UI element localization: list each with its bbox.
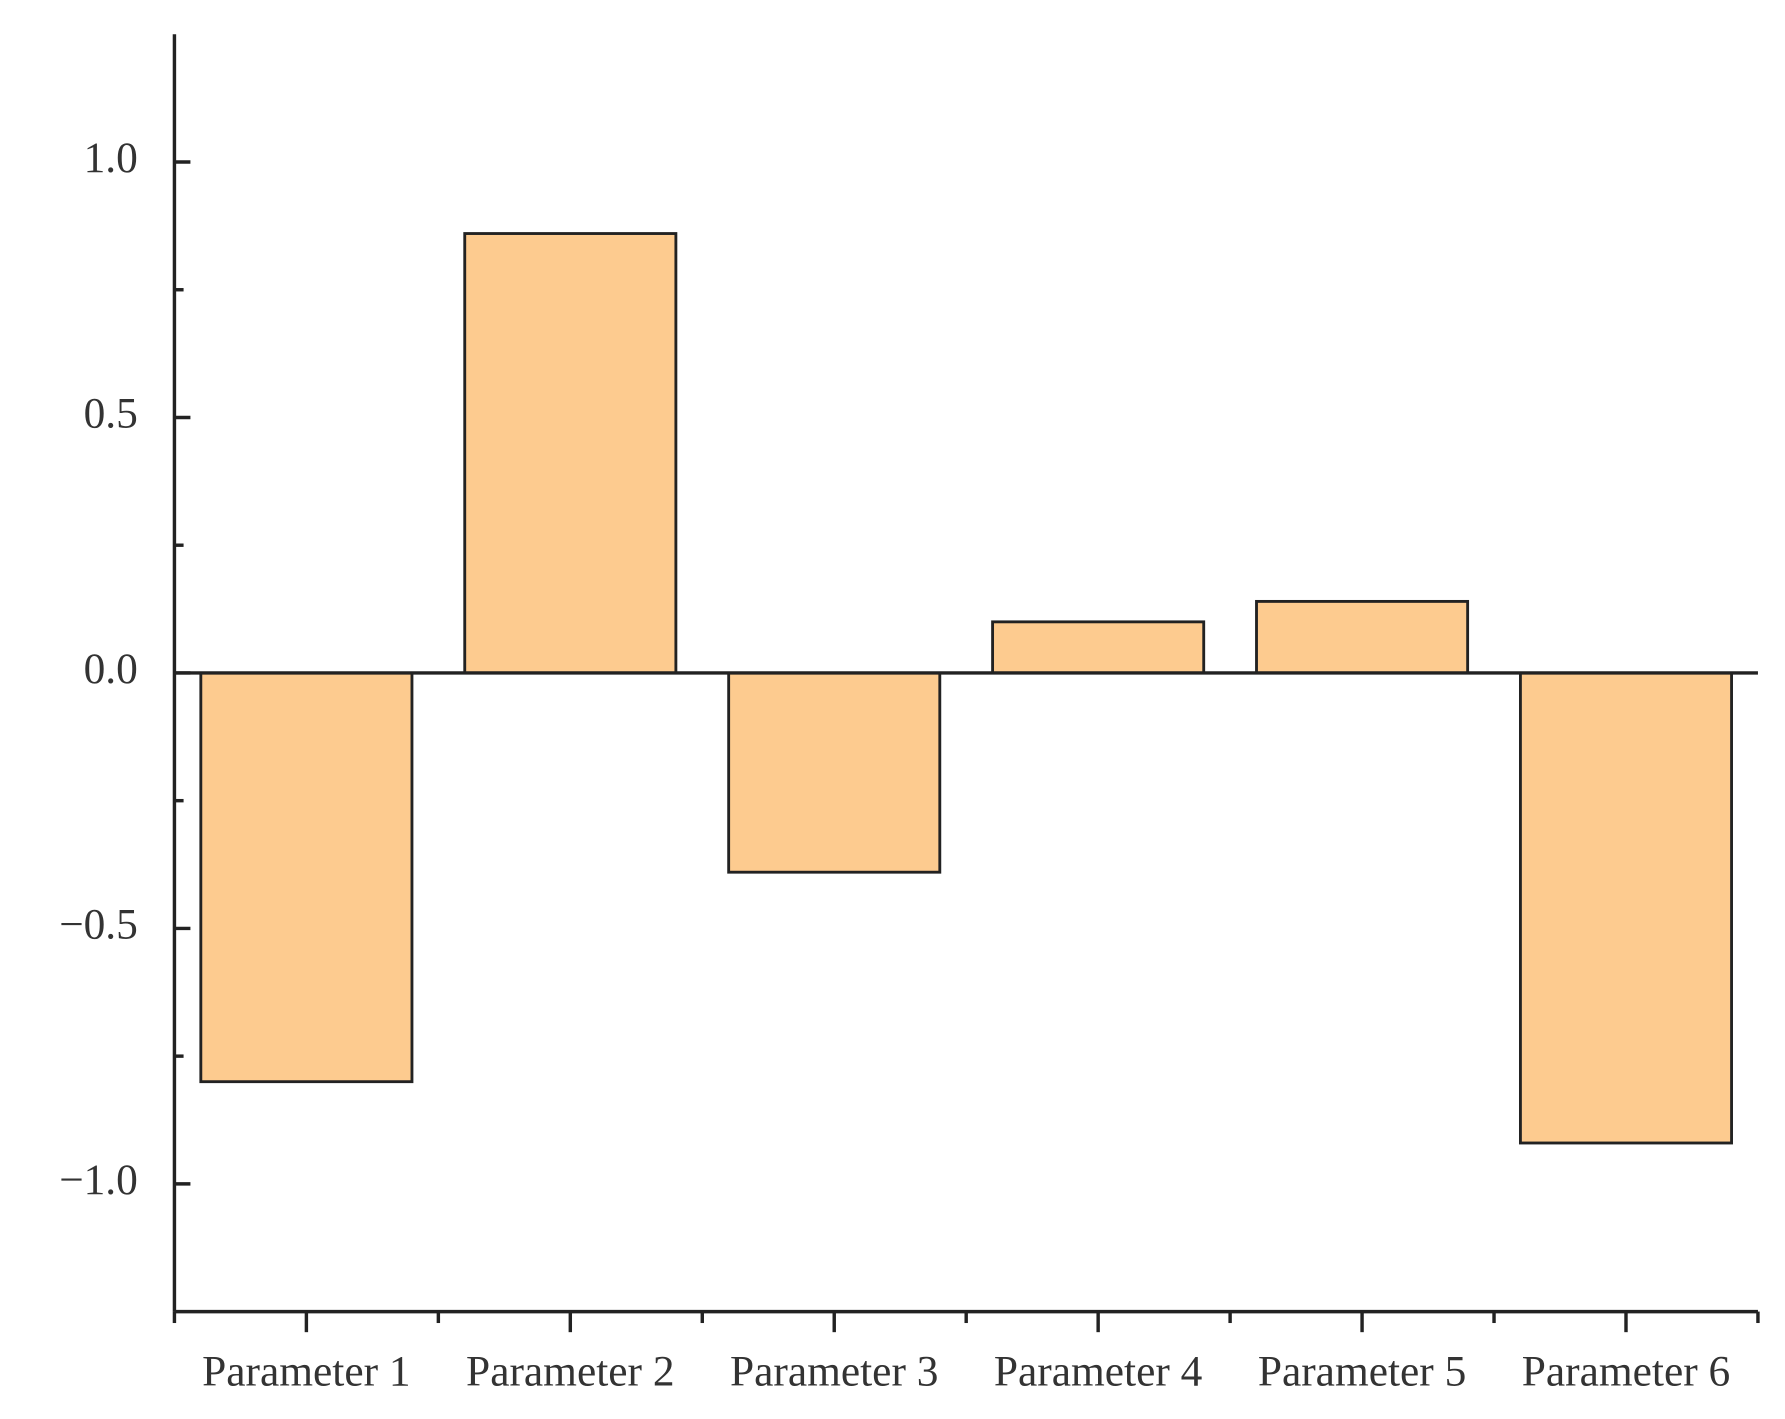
- bar: [991, 620, 1206, 675]
- y-tick-label: −1.0: [59, 1156, 138, 1204]
- x-tick-label: Parameter 2: [466, 1348, 675, 1396]
- bar: [1255, 599, 1470, 675]
- x-tick-label: Parameter 5: [1258, 1348, 1467, 1396]
- y-tick-label: 1.0: [84, 134, 138, 182]
- x-tick-label: Parameter 3: [730, 1348, 939, 1396]
- y-tick-label: −0.5: [59, 900, 138, 948]
- x-tick-label: Parameter 6: [1522, 1348, 1731, 1396]
- y-tick-label: 0.0: [84, 645, 138, 693]
- bar: [1518, 671, 1733, 1145]
- bar: [463, 232, 678, 675]
- bar: [727, 671, 942, 874]
- y-tick-label: 0.5: [84, 389, 138, 437]
- bar: [199, 671, 414, 1084]
- x-tick-label: Parameter 1: [202, 1348, 411, 1396]
- x-tick-label: Parameter 4: [994, 1348, 1203, 1396]
